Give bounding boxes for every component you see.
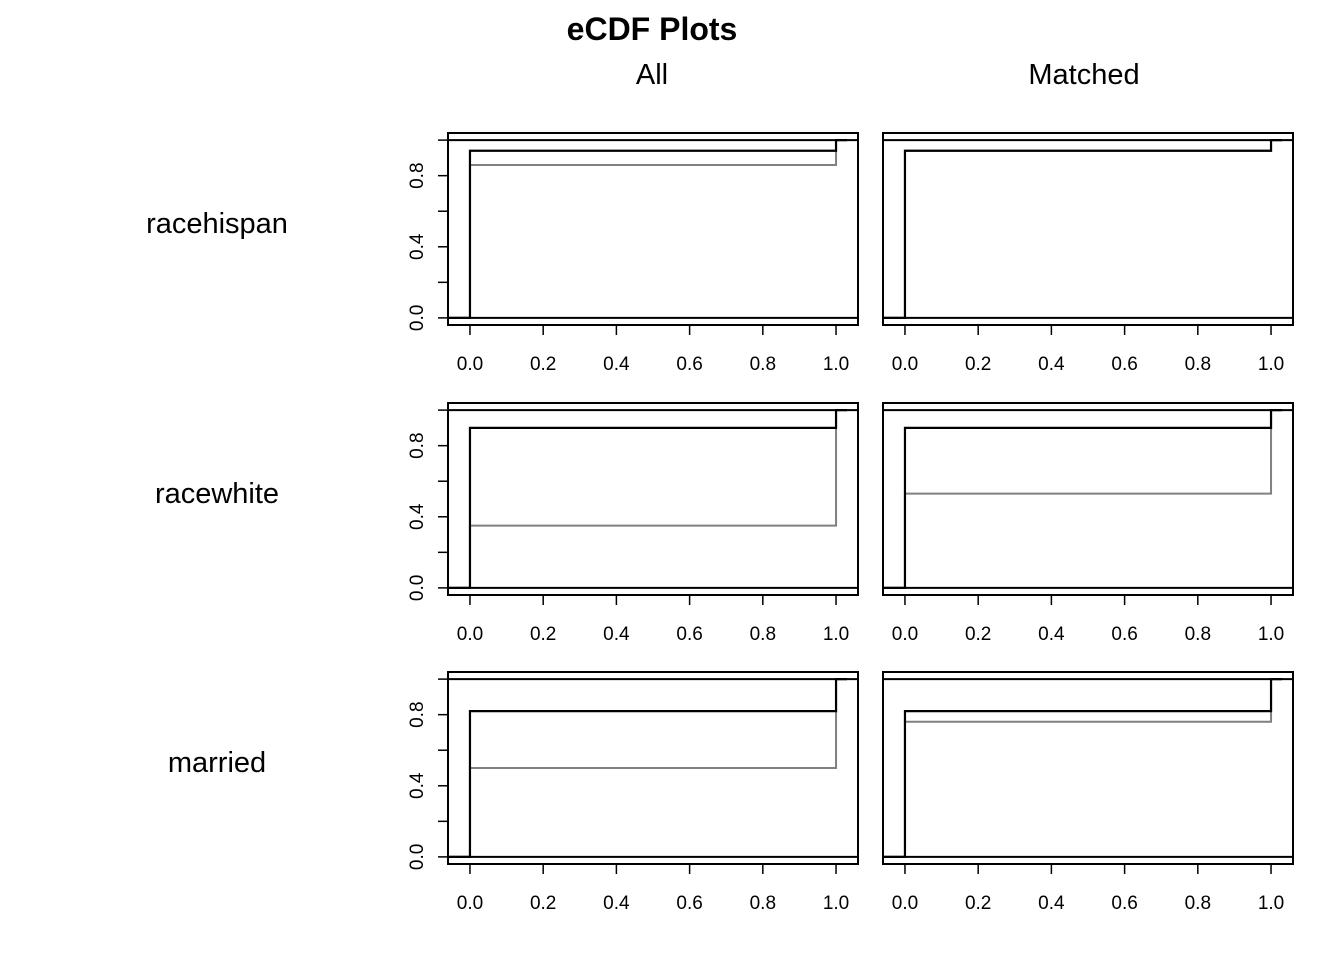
treated-ecdf-line: [883, 409, 1283, 589]
x-tick-label: 0.8: [750, 893, 776, 914]
treated-ecdf-line: [883, 678, 1283, 858]
x-tick-label: 0.6: [1111, 893, 1137, 914]
x-tick-label: 0.0: [457, 354, 483, 375]
x-tick-label: 1.0: [823, 354, 849, 375]
column-header-all: All: [636, 59, 668, 91]
y-tick-label: 0.0: [407, 575, 428, 601]
control-ecdf-line: [448, 409, 848, 589]
x-tick-label: 0.0: [457, 893, 483, 914]
y-tick-label: 0.8: [407, 701, 428, 727]
x-tick-label: 0.0: [892, 893, 918, 914]
chart-title: eCDF Plots: [567, 11, 738, 47]
y-tick-label: 0.8: [407, 162, 428, 188]
treated-ecdf-line: [448, 678, 848, 858]
y-tick-label: 0.0: [407, 844, 428, 870]
x-tick-label: 0.6: [676, 624, 702, 645]
panel-racehispan-all: 0.0 0.2 0.4 0.6 0.8 1.0 0.0 0.4 0.8: [407, 132, 859, 375]
x-tick-label: 0.2: [965, 624, 991, 645]
x-tick-label: 0.2: [530, 624, 556, 645]
x-tick-label: 1.0: [1258, 354, 1284, 375]
x-tick-label: 0.6: [676, 354, 702, 375]
control-ecdf-line: [883, 139, 1283, 319]
treated-ecdf-line: [883, 139, 1283, 319]
x-tick-label: 0.0: [892, 624, 918, 645]
row-label-married: married: [168, 747, 266, 779]
panel-frame: [882, 132, 1294, 326]
x-tick-label: 0.8: [750, 354, 776, 375]
column-header-matched: Matched: [1028, 59, 1139, 91]
control-ecdf-line: [448, 139, 848, 319]
x-tick-label: 0.4: [603, 354, 630, 375]
panel-married-all: 0.0 0.2 0.4 0.6 0.8 1.0 0.0 0.4 0.8: [407, 671, 859, 914]
x-tick-label: 0.8: [1185, 354, 1211, 375]
control-ecdf-line: [448, 678, 848, 858]
y-tick-label: 0.4: [407, 503, 428, 530]
x-tick-label: 0.4: [603, 893, 630, 914]
panel-frame: [447, 671, 859, 865]
x-tick-label: 1.0: [823, 893, 849, 914]
x-tick-label: 0.0: [892, 354, 918, 375]
x-tick-label: 0.4: [1038, 893, 1065, 914]
control-ecdf-line: [883, 409, 1283, 589]
x-tick-label: 0.6: [1111, 624, 1137, 645]
x-tick-label: 0.8: [1185, 624, 1211, 645]
x-tick-label: 0.2: [530, 354, 556, 375]
panel-frame: [447, 402, 859, 596]
x-tick-label: 0.4: [603, 624, 630, 645]
x-tick-label: 0.4: [1038, 354, 1065, 375]
x-tick-label: 0.2: [965, 893, 991, 914]
x-tick-label: 0.8: [1185, 893, 1211, 914]
row-label-racewhite: racewhite: [155, 478, 279, 510]
y-tick-label: 0.4: [407, 233, 428, 260]
x-tick-label: 0.0: [457, 624, 483, 645]
panel-racewhite-matched: 0.0 0.2 0.4 0.6 0.8 1.0: [882, 402, 1294, 645]
treated-ecdf-line: [448, 139, 848, 319]
x-tick-label: 1.0: [1258, 624, 1284, 645]
x-tick-label: 0.6: [676, 893, 702, 914]
panel-married-matched: 0.0 0.2 0.4 0.6 0.8 1.0: [882, 671, 1294, 914]
panel-racewhite-all: 0.0 0.2 0.4 0.6 0.8 1.0 0.0 0.4 0.8: [407, 402, 859, 645]
treated-ecdf-line: [448, 409, 848, 589]
control-ecdf-line: [883, 678, 1283, 858]
x-tick-label: 0.8: [750, 624, 776, 645]
row-label-racehispan: racehispan: [146, 208, 288, 240]
panel-racehispan-matched: 0.0 0.2 0.4 0.6 0.8 1.0: [882, 132, 1294, 375]
y-tick-label: 0.0: [407, 305, 428, 331]
x-tick-label: 0.2: [965, 354, 991, 375]
panel-frame: [882, 402, 1294, 596]
panel-frame: [882, 671, 1294, 865]
x-tick-label: 1.0: [1258, 893, 1284, 914]
y-tick-label: 0.8: [407, 432, 428, 458]
x-tick-label: 0.2: [530, 893, 556, 914]
y-tick-label: 0.4: [407, 772, 428, 799]
x-tick-label: 1.0: [823, 624, 849, 645]
x-tick-label: 0.6: [1111, 354, 1137, 375]
x-tick-label: 0.4: [1038, 624, 1065, 645]
panel-frame: [447, 132, 859, 326]
